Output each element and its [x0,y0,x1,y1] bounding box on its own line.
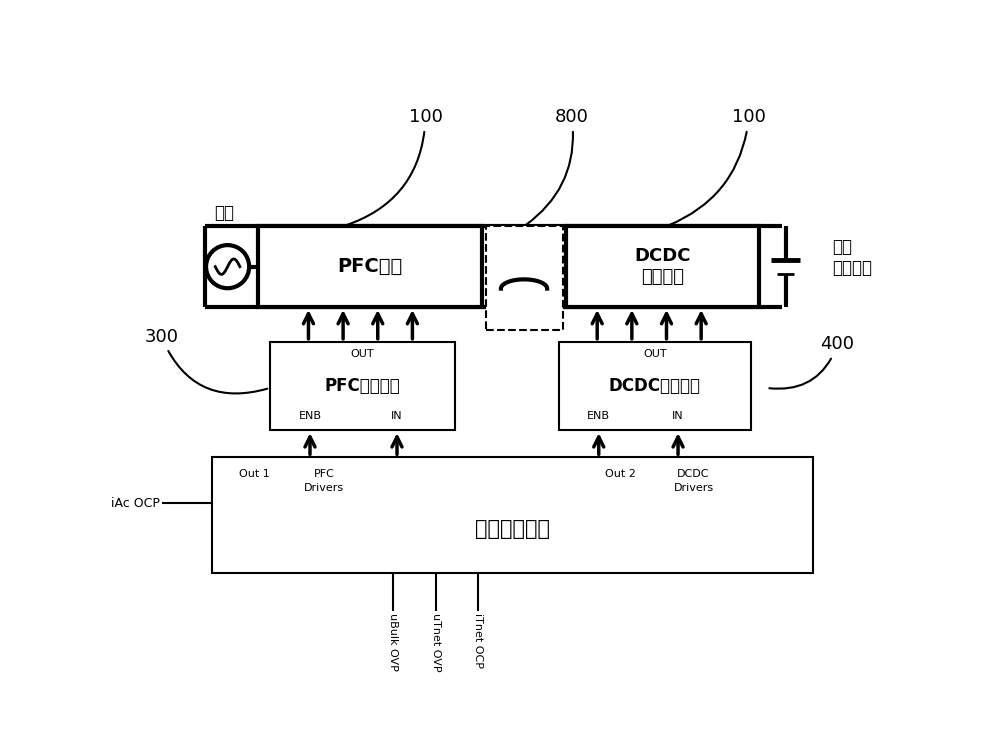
Text: iTnet OCP: iTnet OCP [473,613,483,668]
Text: 400: 400 [769,336,854,389]
Text: DCDC
变换电路: DCDC 变换电路 [634,247,691,286]
Text: ENB: ENB [298,411,321,421]
Text: 100: 100 [346,108,442,225]
Text: 300: 300 [144,328,267,393]
Text: PFC电路: PFC电路 [337,257,403,276]
Bar [566,226,759,307]
Text: 电网: 电网 [214,204,234,222]
Text: 保护控制单元: 保护控制单元 [475,519,550,539]
Bar [486,226,563,330]
Text: Drivers: Drivers [673,483,714,493]
Text: ENB: ENB [587,411,610,421]
Text: Drivers: Drivers [304,483,344,493]
Text: Out 2: Out 2 [605,469,636,479]
Text: PFC驱动电路: PFC驱动电路 [324,377,400,395]
Text: 负载
（电池）: 负载 （电池） [832,238,872,277]
Text: PFC: PFC [313,469,334,479]
Text: DCDC: DCDC [677,469,710,479]
Text: uBulk OVP: uBulk OVP [388,613,398,671]
Text: iAc OCP: iAc OCP [111,497,160,510]
Text: OUT: OUT [351,349,374,359]
Text: uTnet OVP: uTnet OVP [431,613,441,671]
Text: DCDC驱动电路: DCDC驱动电路 [609,377,701,395]
Bar [559,342,751,430]
Text: IN: IN [672,411,684,421]
Bar [212,457,813,573]
Bar [258,226,482,307]
Bar [270,342,455,430]
Text: 100: 100 [669,108,766,225]
Text: Out 1: Out 1 [239,469,270,479]
Text: 800: 800 [526,108,589,225]
Text: IN: IN [391,411,403,421]
Text: OUT: OUT [643,349,667,359]
